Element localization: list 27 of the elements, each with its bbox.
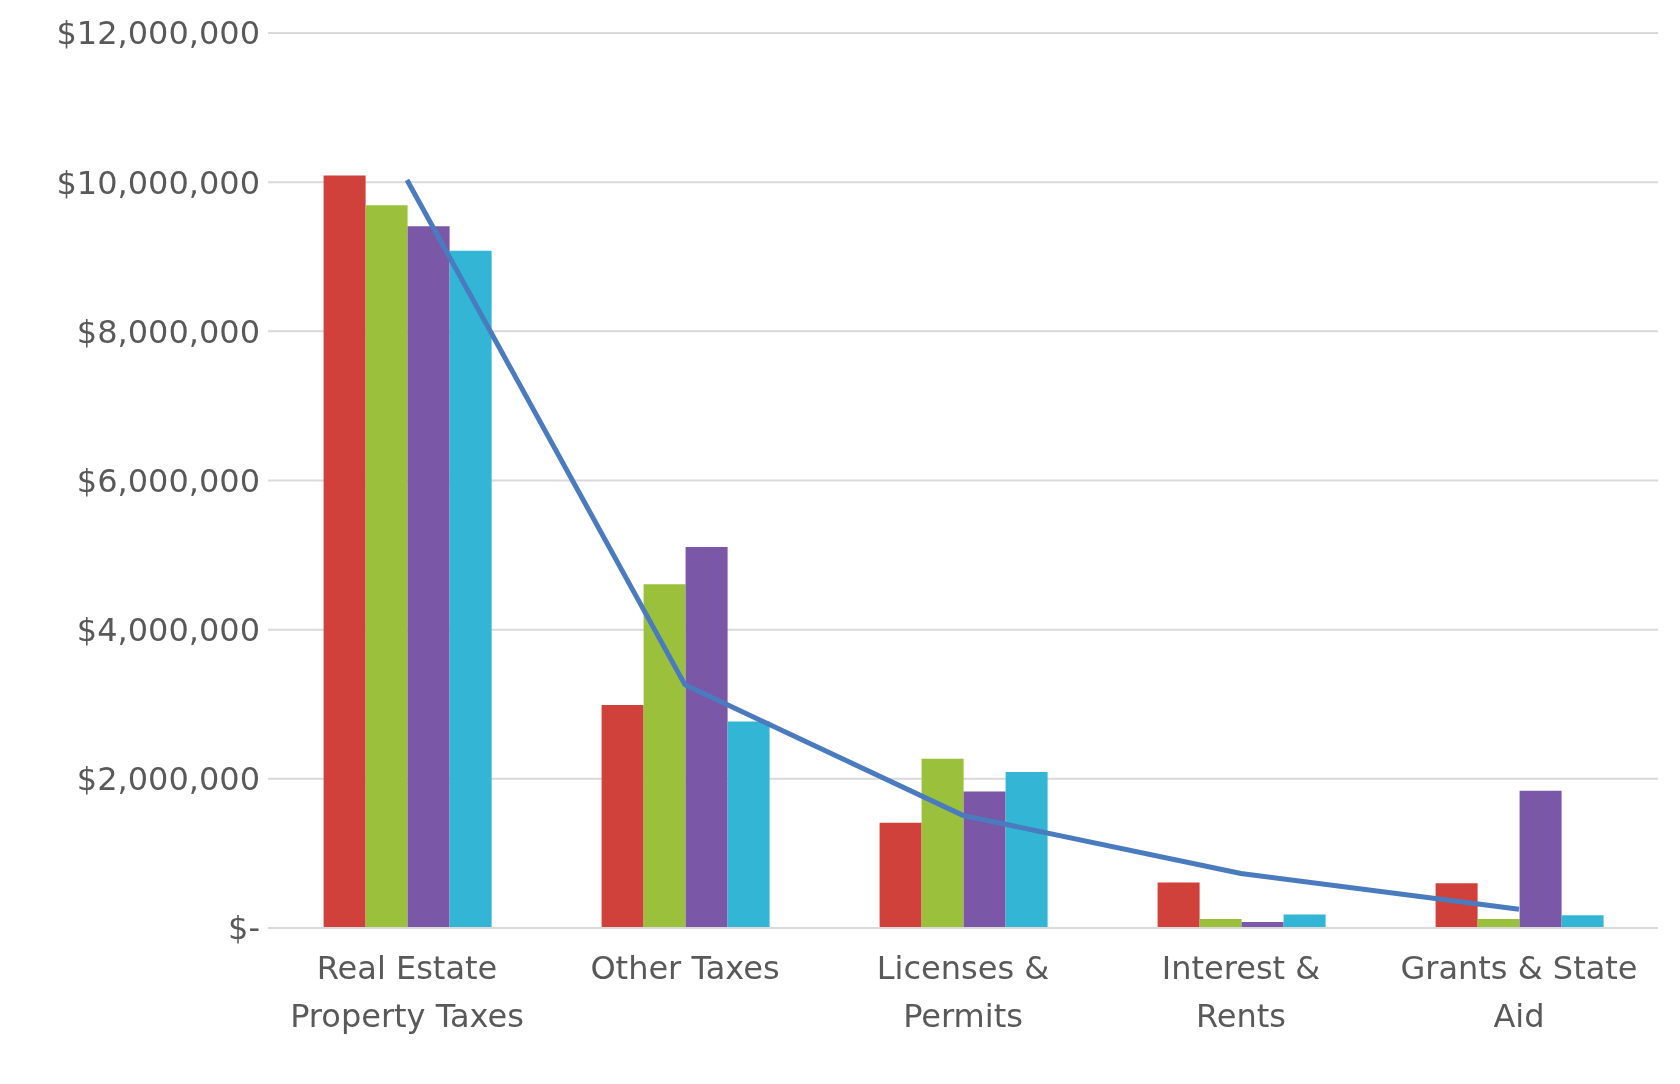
bar [879,822,922,928]
bar [963,791,1006,928]
y-tick-label: $12,000,000 [56,14,260,53]
y-tick-label: $8,000,000 [76,312,260,351]
y-tick-label: $6,000,000 [76,461,260,500]
bar [727,721,770,928]
bar [921,758,964,928]
bar [407,226,450,928]
x-tick-label: Other Taxes [590,948,780,987]
bar [643,584,686,928]
bar [1157,882,1200,928]
y-tick-label: $4,000,000 [76,611,260,650]
bar [601,705,644,928]
bar [1561,915,1604,928]
bar [1005,772,1048,928]
y-tick-label: $10,000,000 [56,163,260,202]
bar [1519,790,1562,928]
x-tick-label: Grants & State Aid [1400,948,1638,1035]
bar [365,205,408,928]
bar [685,546,728,928]
y-tick-label: $2,000,000 [76,760,260,799]
y-tick-label: $- [228,909,260,948]
x-tick-label: Real Estate Property Taxes [290,948,524,1035]
bar [449,250,492,928]
bar [323,175,366,928]
x-tick-label: Licenses & Permits [876,948,1050,1035]
x-tick-label: Interest & Rents [1161,948,1321,1035]
